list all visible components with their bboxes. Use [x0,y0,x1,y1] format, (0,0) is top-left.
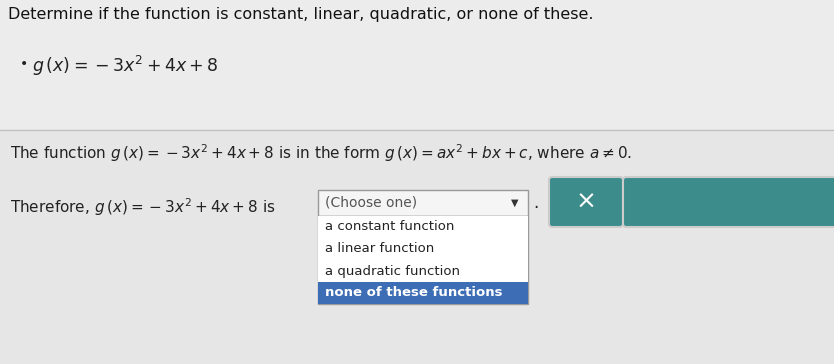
FancyBboxPatch shape [623,177,834,227]
Bar [318,190,528,216]
Bar [318,216,528,304]
FancyBboxPatch shape [549,177,623,227]
Bar [318,238,528,260]
Bar [0,0,834,130]
Text: Determine if the function is constant, linear, quadratic, or none of these.: Determine if the function is constant, l… [8,7,594,22]
Text: $g\,(x)=-3x^2+4x+8$: $g\,(x)=-3x^2+4x+8$ [32,54,219,78]
Bar [0,130,834,364]
Text: The function $g\,(x)=-3x^2+4x+8$ is in the form $g\,(x)=ax^2+bx+c$, where $a\neq: The function $g\,(x)=-3x^2+4x+8$ is in t… [10,142,632,164]
Text: •: • [20,57,28,71]
Bar [318,260,528,282]
Text: a quadratic function: a quadratic function [325,265,460,277]
Bar [318,282,528,304]
Text: none of these functions: none of these functions [325,286,503,300]
Text: a constant function: a constant function [325,221,455,233]
Text: Therefore, $g\,(x)=-3x^2+4x+8$ is: Therefore, $g\,(x)=-3x^2+4x+8$ is [10,196,275,218]
Bar [318,216,528,238]
Text: ▼: ▼ [511,198,519,208]
Text: a linear function: a linear function [325,242,435,256]
Text: (Choose one): (Choose one) [325,196,417,210]
Text: ×: × [575,190,596,214]
Text: .: . [533,194,538,212]
